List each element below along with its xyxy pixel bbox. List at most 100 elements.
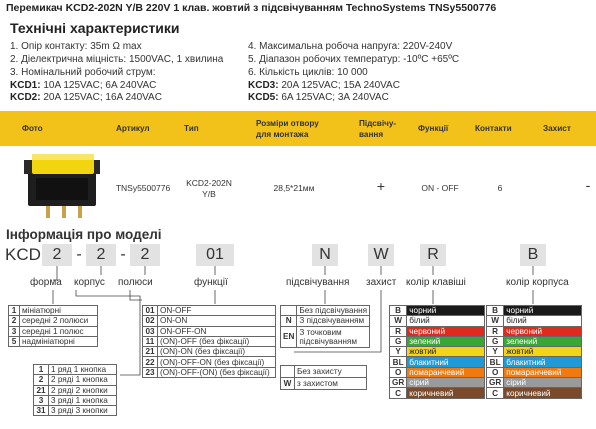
color-code: G (485, 335, 505, 348)
color-swatch: сірий (503, 377, 583, 389)
table-row: 02 ON-ON (142, 315, 276, 327)
table-row: 1 мініатюрні (8, 304, 98, 317)
code-dash: - (76, 246, 82, 263)
cell-size: 28,5*21мм (273, 183, 315, 193)
table-row: 23 (ON)-OFF-(ON) (без фіксації) (142, 366, 276, 379)
spec-kcd5: KCD5: 6A 125VAC; 3A 240VAC (248, 92, 389, 103)
col-article: Артикул (116, 124, 150, 133)
page-title: Перемикач KCD2-202N Y/B 220V 1 клав. жов… (6, 2, 497, 14)
function-table: 01 ON-OFF 02 ON-ON 03 ON-OFF-ON 11 (ON)-OFF … (142, 304, 276, 379)
table-row: EN З точковим підсвічуванням (279, 325, 371, 348)
code-dash: - (120, 246, 126, 263)
color-code: BL (388, 356, 408, 368)
color-swatch: зелений (503, 335, 583, 348)
col-protection: Захист (543, 124, 571, 133)
spec-line: 6. Кількість циклів: 10 000 (248, 67, 368, 78)
color-swatch: червоний (406, 325, 486, 337)
spec-line: 4. Максимальна робоча напруга: 220V-240V (248, 41, 453, 52)
code-series: KCD (5, 245, 41, 264)
color-row: BL блакитний (388, 356, 486, 368)
color-row: GR сірий (388, 377, 486, 389)
spec-kcd2: KCD2: 20A 125VAC; 16A 240VAC (10, 92, 162, 103)
color-code: R (485, 325, 505, 337)
col-contacts: Контакти (475, 124, 512, 133)
table-row: 22 (ON)-OFF-ON (без фіксації) (142, 356, 276, 368)
color-code: C (485, 387, 505, 399)
spec-line: 1. Опір контакту: 35m Ω max (10, 41, 142, 52)
color-code: O (388, 366, 408, 379)
code-body: 2 (86, 244, 116, 266)
color-row: BL блакитний (485, 356, 583, 368)
color-code: G (388, 335, 408, 348)
color-swatch: чорний (406, 304, 486, 317)
specs-heading: Технічні характеристики (10, 20, 180, 36)
spec-line: 3. Номінальний робочий струм: (10, 67, 156, 78)
spec-line: 5. Діапазон робочих температур: -10ºC +6… (248, 54, 460, 65)
table-row: 11 (ON)-OFF (без фіксації) (142, 335, 276, 348)
color-code: C (388, 387, 408, 399)
color-swatch: коричневий (406, 387, 486, 399)
table-row: 21 2 ряді 2 кнопки (33, 384, 117, 396)
spec-kcd3: KCD3: 20A 125VAC; 15A 240VAC (248, 80, 400, 91)
col-function: Функції (418, 124, 449, 133)
color-code: GR (485, 377, 505, 389)
color-code: GR (388, 377, 408, 389)
color-swatch: помаранчевий (406, 366, 486, 379)
code-body-color: B (520, 244, 546, 266)
model-heading: Інформація про моделі (6, 227, 162, 242)
switch-photo (24, 154, 100, 218)
color-swatch: жовтий (406, 346, 486, 358)
table-row: 5 надмініатюрні (8, 335, 98, 348)
color-code: R (388, 325, 408, 337)
label-poles: полюси (118, 277, 153, 288)
label-body-color: колір корпуса (506, 277, 569, 288)
color-swatch: коричневий (503, 387, 583, 399)
color-swatch: жовтий (503, 346, 583, 358)
code-form: 2 (42, 244, 72, 266)
color-swatch: зелений (406, 335, 486, 348)
table-row: 21 (ON)-ON (без фіксації) (142, 346, 276, 358)
table-row: Без підсвічування (279, 304, 371, 317)
color-swatch: блакитний (503, 356, 583, 368)
color-swatch: білий (406, 315, 486, 327)
label-body: корпус (74, 277, 105, 288)
color-code: O (485, 366, 505, 379)
color-code: W (485, 315, 505, 327)
color-code: B (388, 304, 408, 317)
label-form: форма (30, 277, 62, 288)
code-function: 01 (196, 244, 234, 266)
table-row: 03 ON-OFF-ON (142, 325, 276, 337)
col-type: Тип (184, 124, 199, 133)
label-light: підсвічування (286, 277, 350, 288)
cell-type: KCD2-202N Y/B (186, 178, 232, 199)
cell-contacts: 6 (497, 183, 503, 193)
color-code: W (388, 315, 408, 327)
table-header (0, 111, 596, 146)
color-swatch: помаранчевий (503, 366, 583, 379)
col-light: Підсвічу-вання (359, 118, 397, 139)
form-table: 1 мініатюрні 2 середні 2 полюси 3 середні 1… (8, 304, 98, 348)
cell-function: ON - OFF (421, 183, 459, 193)
color-swatch: сірий (406, 377, 486, 389)
color-swatch: блакитний (406, 356, 486, 368)
label-functions: функції (194, 277, 228, 288)
cell-light: + (376, 178, 386, 194)
col-size: Розміри отвору для монтажа (256, 118, 319, 139)
col-photo: Фото (22, 124, 43, 133)
